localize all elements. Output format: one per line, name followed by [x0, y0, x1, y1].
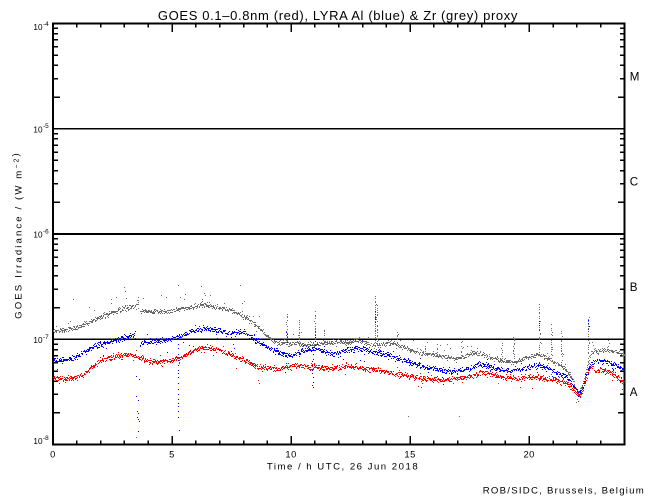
svg-text:10: 10 [33, 125, 43, 134]
svg-text:-7: -7 [43, 334, 49, 341]
svg-text:0: 0 [50, 449, 56, 460]
svg-text:5: 5 [169, 449, 175, 460]
svg-text:-8: -8 [43, 435, 49, 442]
svg-text:-4: -4 [43, 21, 49, 28]
svg-text:10: 10 [33, 231, 43, 240]
svg-text:20: 20 [523, 449, 534, 460]
svg-text:C: C [630, 176, 638, 189]
svg-text:GOES Irradiance / (W m−2): GOES Irradiance / (W m−2) [11, 151, 25, 319]
svg-text:-6: -6 [43, 229, 49, 236]
svg-text:10: 10 [33, 437, 43, 446]
svg-text:A: A [630, 386, 638, 399]
svg-text:10: 10 [33, 336, 43, 345]
svg-text:Time / h UTC, 26 Jun 2018: Time / h UTC, 26 Jun 2018 [267, 462, 419, 473]
svg-text:GOES 0.1–0.8nm (red), LYRA Al: GOES 0.1–0.8nm (red), LYRA Al (blue) & Z… [158, 8, 518, 23]
svg-text:10: 10 [33, 23, 43, 32]
svg-text:10: 10 [285, 449, 296, 460]
svg-text:B: B [630, 281, 638, 294]
svg-text:-5: -5 [43, 123, 49, 130]
svg-text:M: M [630, 70, 640, 83]
svg-text:ROB/SIDC, Brussels, Belgium: ROB/SIDC, Brussels, Belgium [483, 486, 645, 497]
svg-text:15: 15 [404, 449, 415, 460]
